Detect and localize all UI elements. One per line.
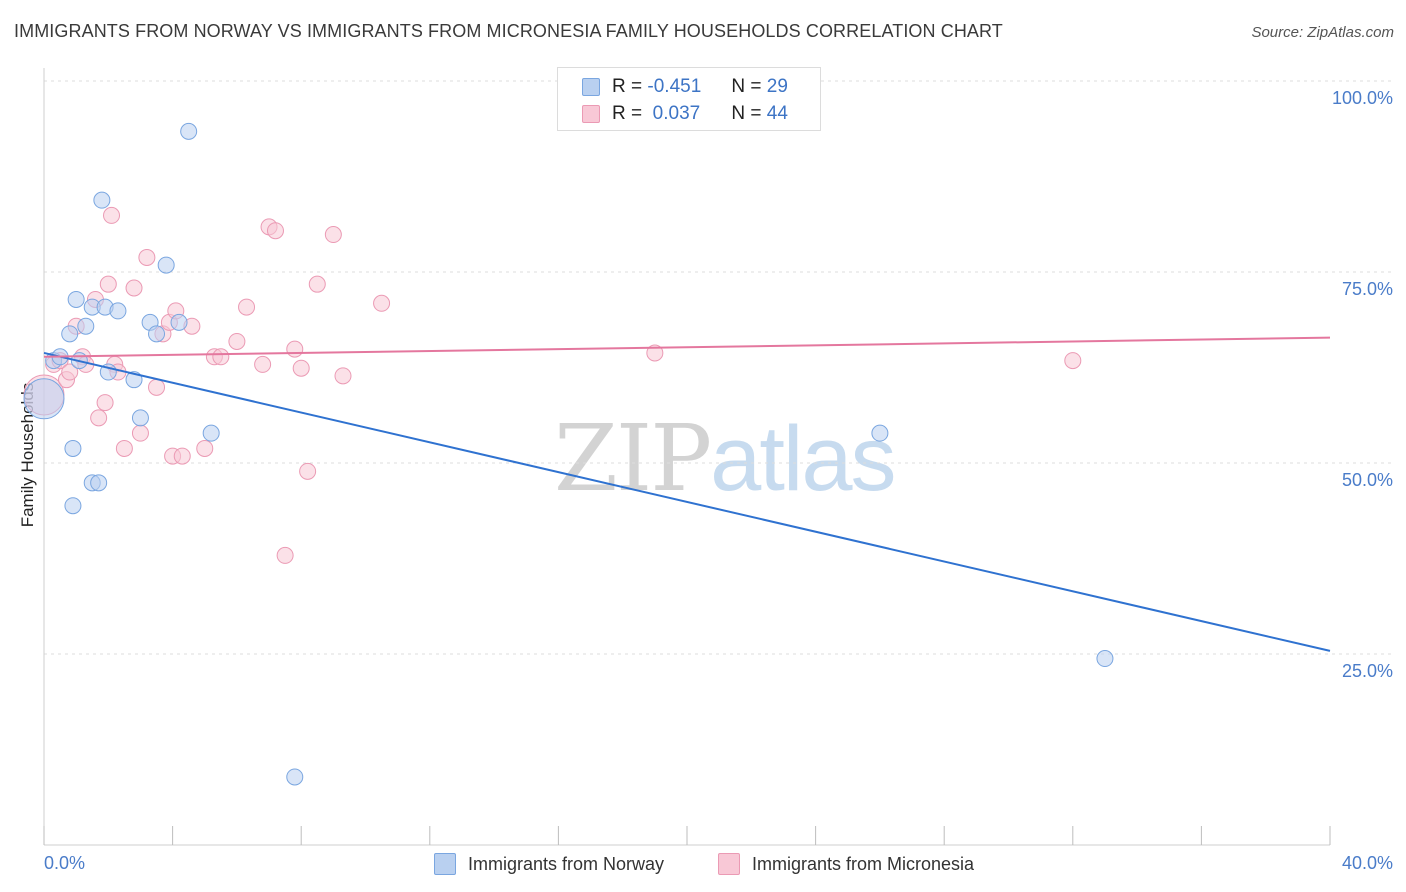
micronesia-point bbox=[299, 462, 317, 480]
source-label: Source: ZipAtlas.com bbox=[1251, 24, 1394, 41]
y-axis-label: Family Households bbox=[18, 383, 37, 528]
legend-r-value: 0.037 bbox=[647, 103, 701, 124]
micronesia-point bbox=[90, 409, 108, 427]
x-tick-label-max: 40.0% bbox=[1342, 853, 1393, 873]
norway-point bbox=[1096, 650, 1114, 668]
legend-n-value: 44 bbox=[766, 103, 788, 124]
micronesia-point bbox=[103, 206, 121, 224]
norway-point bbox=[180, 122, 198, 140]
norway-point bbox=[871, 424, 889, 442]
norway-point bbox=[202, 424, 220, 442]
correlation-legend: R = -0.451 N = 29 R = 0.037 N = 44 bbox=[557, 67, 821, 131]
norway-point bbox=[170, 313, 188, 331]
micronesia-point bbox=[334, 367, 352, 385]
norway-legend-label: Immigrants from Norway bbox=[468, 853, 665, 874]
micronesia-point bbox=[324, 226, 342, 244]
y-tick-label: 100.0% bbox=[1332, 88, 1393, 108]
norway-point bbox=[90, 474, 108, 492]
legend-r-label: R = bbox=[612, 103, 643, 124]
legend-row-norway: R = -0.451 N = 29 bbox=[582, 74, 788, 100]
micronesia-point bbox=[196, 439, 214, 457]
norway-point bbox=[286, 768, 304, 786]
micronesia-point bbox=[1064, 352, 1082, 370]
micronesia-point bbox=[173, 447, 191, 465]
micronesia-point bbox=[99, 275, 117, 293]
y-tick-label: 75.0% bbox=[1342, 279, 1393, 299]
bottom-legend-micronesia: Immigrants from Micronesia bbox=[718, 851, 974, 877]
legend-r-value: -0.451 bbox=[647, 76, 702, 97]
y-tick-label: 50.0% bbox=[1342, 470, 1393, 490]
micronesia-point bbox=[292, 359, 310, 377]
micronesia-point bbox=[115, 439, 133, 457]
micronesia-point bbox=[212, 348, 230, 366]
norway-point bbox=[93, 191, 111, 209]
chart-title: IMMIGRANTS FROM NORWAY VS IMMIGRANTS FRO… bbox=[14, 21, 1003, 41]
norway-point bbox=[67, 290, 85, 308]
norway-trend-line bbox=[43, 351, 1331, 652]
micronesia-point bbox=[228, 332, 246, 350]
micronesia-point bbox=[238, 298, 256, 316]
norway-point bbox=[64, 497, 82, 515]
micronesia-point bbox=[138, 248, 156, 266]
bottom-legend-norway: Immigrants from Norway bbox=[434, 851, 664, 877]
y-tick-label: 25.0% bbox=[1342, 661, 1393, 681]
micronesia-point bbox=[148, 378, 166, 396]
micronesia-point bbox=[373, 294, 391, 312]
norway-point bbox=[157, 256, 175, 274]
norway-point bbox=[23, 378, 65, 420]
norway-point bbox=[61, 325, 79, 343]
legend-r-label: R = bbox=[612, 76, 643, 97]
norway-point bbox=[77, 317, 95, 335]
micronesia-point bbox=[276, 546, 294, 564]
micronesia-point bbox=[131, 424, 149, 442]
micronesia-point bbox=[266, 222, 284, 240]
norway-point bbox=[64, 439, 82, 457]
micronesia-legend-swatch bbox=[718, 853, 740, 875]
micronesia-point bbox=[646, 344, 664, 362]
micronesia-point bbox=[125, 279, 143, 297]
norway-point bbox=[131, 409, 149, 427]
norway-point bbox=[148, 325, 166, 343]
norway-point bbox=[109, 302, 127, 320]
micronesia-point bbox=[61, 363, 79, 381]
micronesia-point bbox=[254, 355, 272, 373]
x-tick-label-min: 0.0% bbox=[44, 853, 85, 873]
micronesia-legend-label: Immigrants from Micronesia bbox=[752, 853, 975, 874]
norway-legend-swatch bbox=[434, 853, 456, 875]
micronesia-swatch bbox=[582, 105, 600, 123]
legend-n-value: 29 bbox=[766, 76, 788, 97]
legend-n-label: N = bbox=[731, 76, 762, 97]
micronesia-trend-line bbox=[43, 336, 1331, 358]
legend-row-micronesia: R = 0.037 N = 44 bbox=[582, 101, 788, 127]
micronesia-point bbox=[308, 275, 326, 293]
legend-n-label: N = bbox=[731, 103, 762, 124]
micronesia-point bbox=[96, 394, 114, 412]
norway-swatch bbox=[582, 78, 600, 96]
micronesia-point bbox=[286, 340, 304, 358]
